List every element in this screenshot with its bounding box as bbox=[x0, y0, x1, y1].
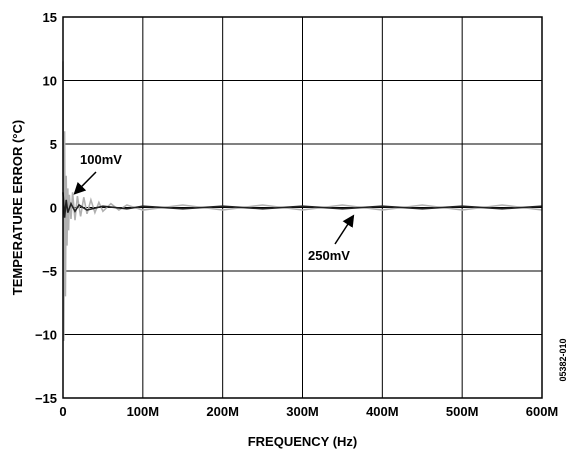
y-tick-label: −10 bbox=[35, 328, 57, 343]
x-tick-label: 300M bbox=[286, 404, 319, 419]
y-tick-label: 10 bbox=[43, 74, 57, 89]
y-tick-label: 0 bbox=[50, 201, 57, 216]
y-tick-label: −15 bbox=[35, 391, 57, 406]
series-layer bbox=[62, 61, 543, 341]
y-tick-label: 5 bbox=[50, 137, 57, 152]
figure-id: 05382-010 bbox=[558, 338, 568, 381]
annotation-label: 100mV bbox=[80, 152, 122, 167]
y-tick-label: 15 bbox=[43, 10, 57, 25]
annotations: 100mV 250mV bbox=[73, 152, 355, 263]
x-tick-label: 500M bbox=[446, 404, 479, 419]
x-tick-label: 100M bbox=[127, 404, 160, 419]
annotation-arrow bbox=[334, 214, 355, 245]
x-axis-label: FREQUENCY (Hz) bbox=[248, 434, 358, 449]
x-tick-label: 600M bbox=[526, 404, 559, 419]
plot-frame bbox=[62, 16, 543, 399]
x-tick-label: 0 bbox=[59, 404, 66, 419]
series-line bbox=[62, 192, 543, 218]
x-tick-label: 200M bbox=[206, 404, 239, 419]
tick-labels: 0 100M 200M 300M 400M 500M 600M 15 10 5 0 −5 −10 −15 bbox=[35, 10, 558, 419]
annotation-label: 250mV bbox=[308, 248, 350, 263]
y-tick-label: −5 bbox=[42, 264, 57, 279]
x-tick-label: 400M bbox=[366, 404, 399, 419]
y-axis-label: TEMPERATURE ERROR (°C) bbox=[10, 120, 25, 295]
annotation-arrow bbox=[73, 171, 97, 195]
